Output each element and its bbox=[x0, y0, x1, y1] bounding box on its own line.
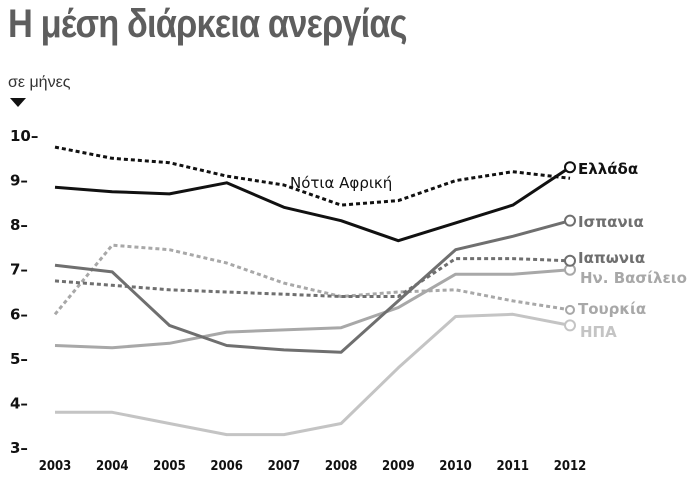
end-marker-icon bbox=[565, 304, 575, 315]
series-labels: Νότια Αφρική Ελλάδα Ισπανια Ιαπωνια Ην. … bbox=[290, 160, 687, 341]
x-tick-label: 2006 bbox=[210, 459, 243, 474]
end-marker-icon bbox=[564, 319, 576, 332]
label-south-africa: Νότια Αφρική bbox=[290, 174, 392, 192]
y-axis-unit-label: σε μήνες bbox=[8, 74, 71, 91]
label-turkey: Τουρκία bbox=[578, 300, 646, 318]
series-line bbox=[54, 257, 571, 298]
series-line bbox=[54, 219, 571, 354]
y-tick-label: 4– bbox=[10, 394, 28, 412]
x-tick-label: 2008 bbox=[325, 459, 358, 474]
end-marker-icon bbox=[564, 161, 576, 174]
label-usa: ΗΠΑ bbox=[580, 323, 617, 341]
y-tick-label: 3– bbox=[10, 439, 28, 457]
y-tick-label: 5– bbox=[10, 350, 28, 368]
series-line bbox=[55, 312, 571, 437]
y-tick-label: 9– bbox=[10, 172, 28, 190]
y-tick-label: 7– bbox=[10, 261, 28, 279]
x-tick-label: 2012 bbox=[554, 459, 587, 474]
x-tick-label: 2007 bbox=[268, 459, 301, 474]
chart-title: Η μέση διάρκεια ανεργίας bbox=[8, 2, 408, 46]
label-japan: Ιαπωνια bbox=[578, 249, 645, 267]
y-tick-label: 6– bbox=[10, 305, 28, 323]
series-line bbox=[53, 243, 571, 316]
x-tick-label: 2009 bbox=[382, 459, 415, 474]
x-tick-label: 2005 bbox=[153, 459, 186, 474]
series-line bbox=[54, 268, 571, 350]
end-marker-icon bbox=[564, 214, 576, 227]
y-tick-label: 8– bbox=[10, 216, 28, 234]
series-line bbox=[54, 165, 571, 243]
plot-area bbox=[53, 145, 576, 437]
x-tick-label: 2010 bbox=[439, 459, 472, 474]
label-greece: Ελλάδα bbox=[578, 160, 638, 178]
y-tick-label: 10– bbox=[10, 127, 38, 145]
x-tick-label: 2004 bbox=[96, 459, 129, 474]
x-tick-label: 2011 bbox=[496, 459, 529, 474]
x-axis: 2003 2004 2005 2006 2007 2008 2009 2010 2011 2012 bbox=[39, 459, 587, 474]
label-spain: Ισπανια bbox=[578, 213, 644, 231]
y-axis: 10– 9– 8– 7– 6– 5– 4– 3– bbox=[10, 127, 38, 457]
series-line bbox=[54, 145, 571, 207]
label-uk: Ην. Βασίλειο bbox=[580, 269, 687, 287]
end-marker-icon bbox=[564, 254, 576, 267]
down-triangle-icon bbox=[10, 98, 26, 107]
x-tick-label: 2003 bbox=[39, 459, 72, 474]
